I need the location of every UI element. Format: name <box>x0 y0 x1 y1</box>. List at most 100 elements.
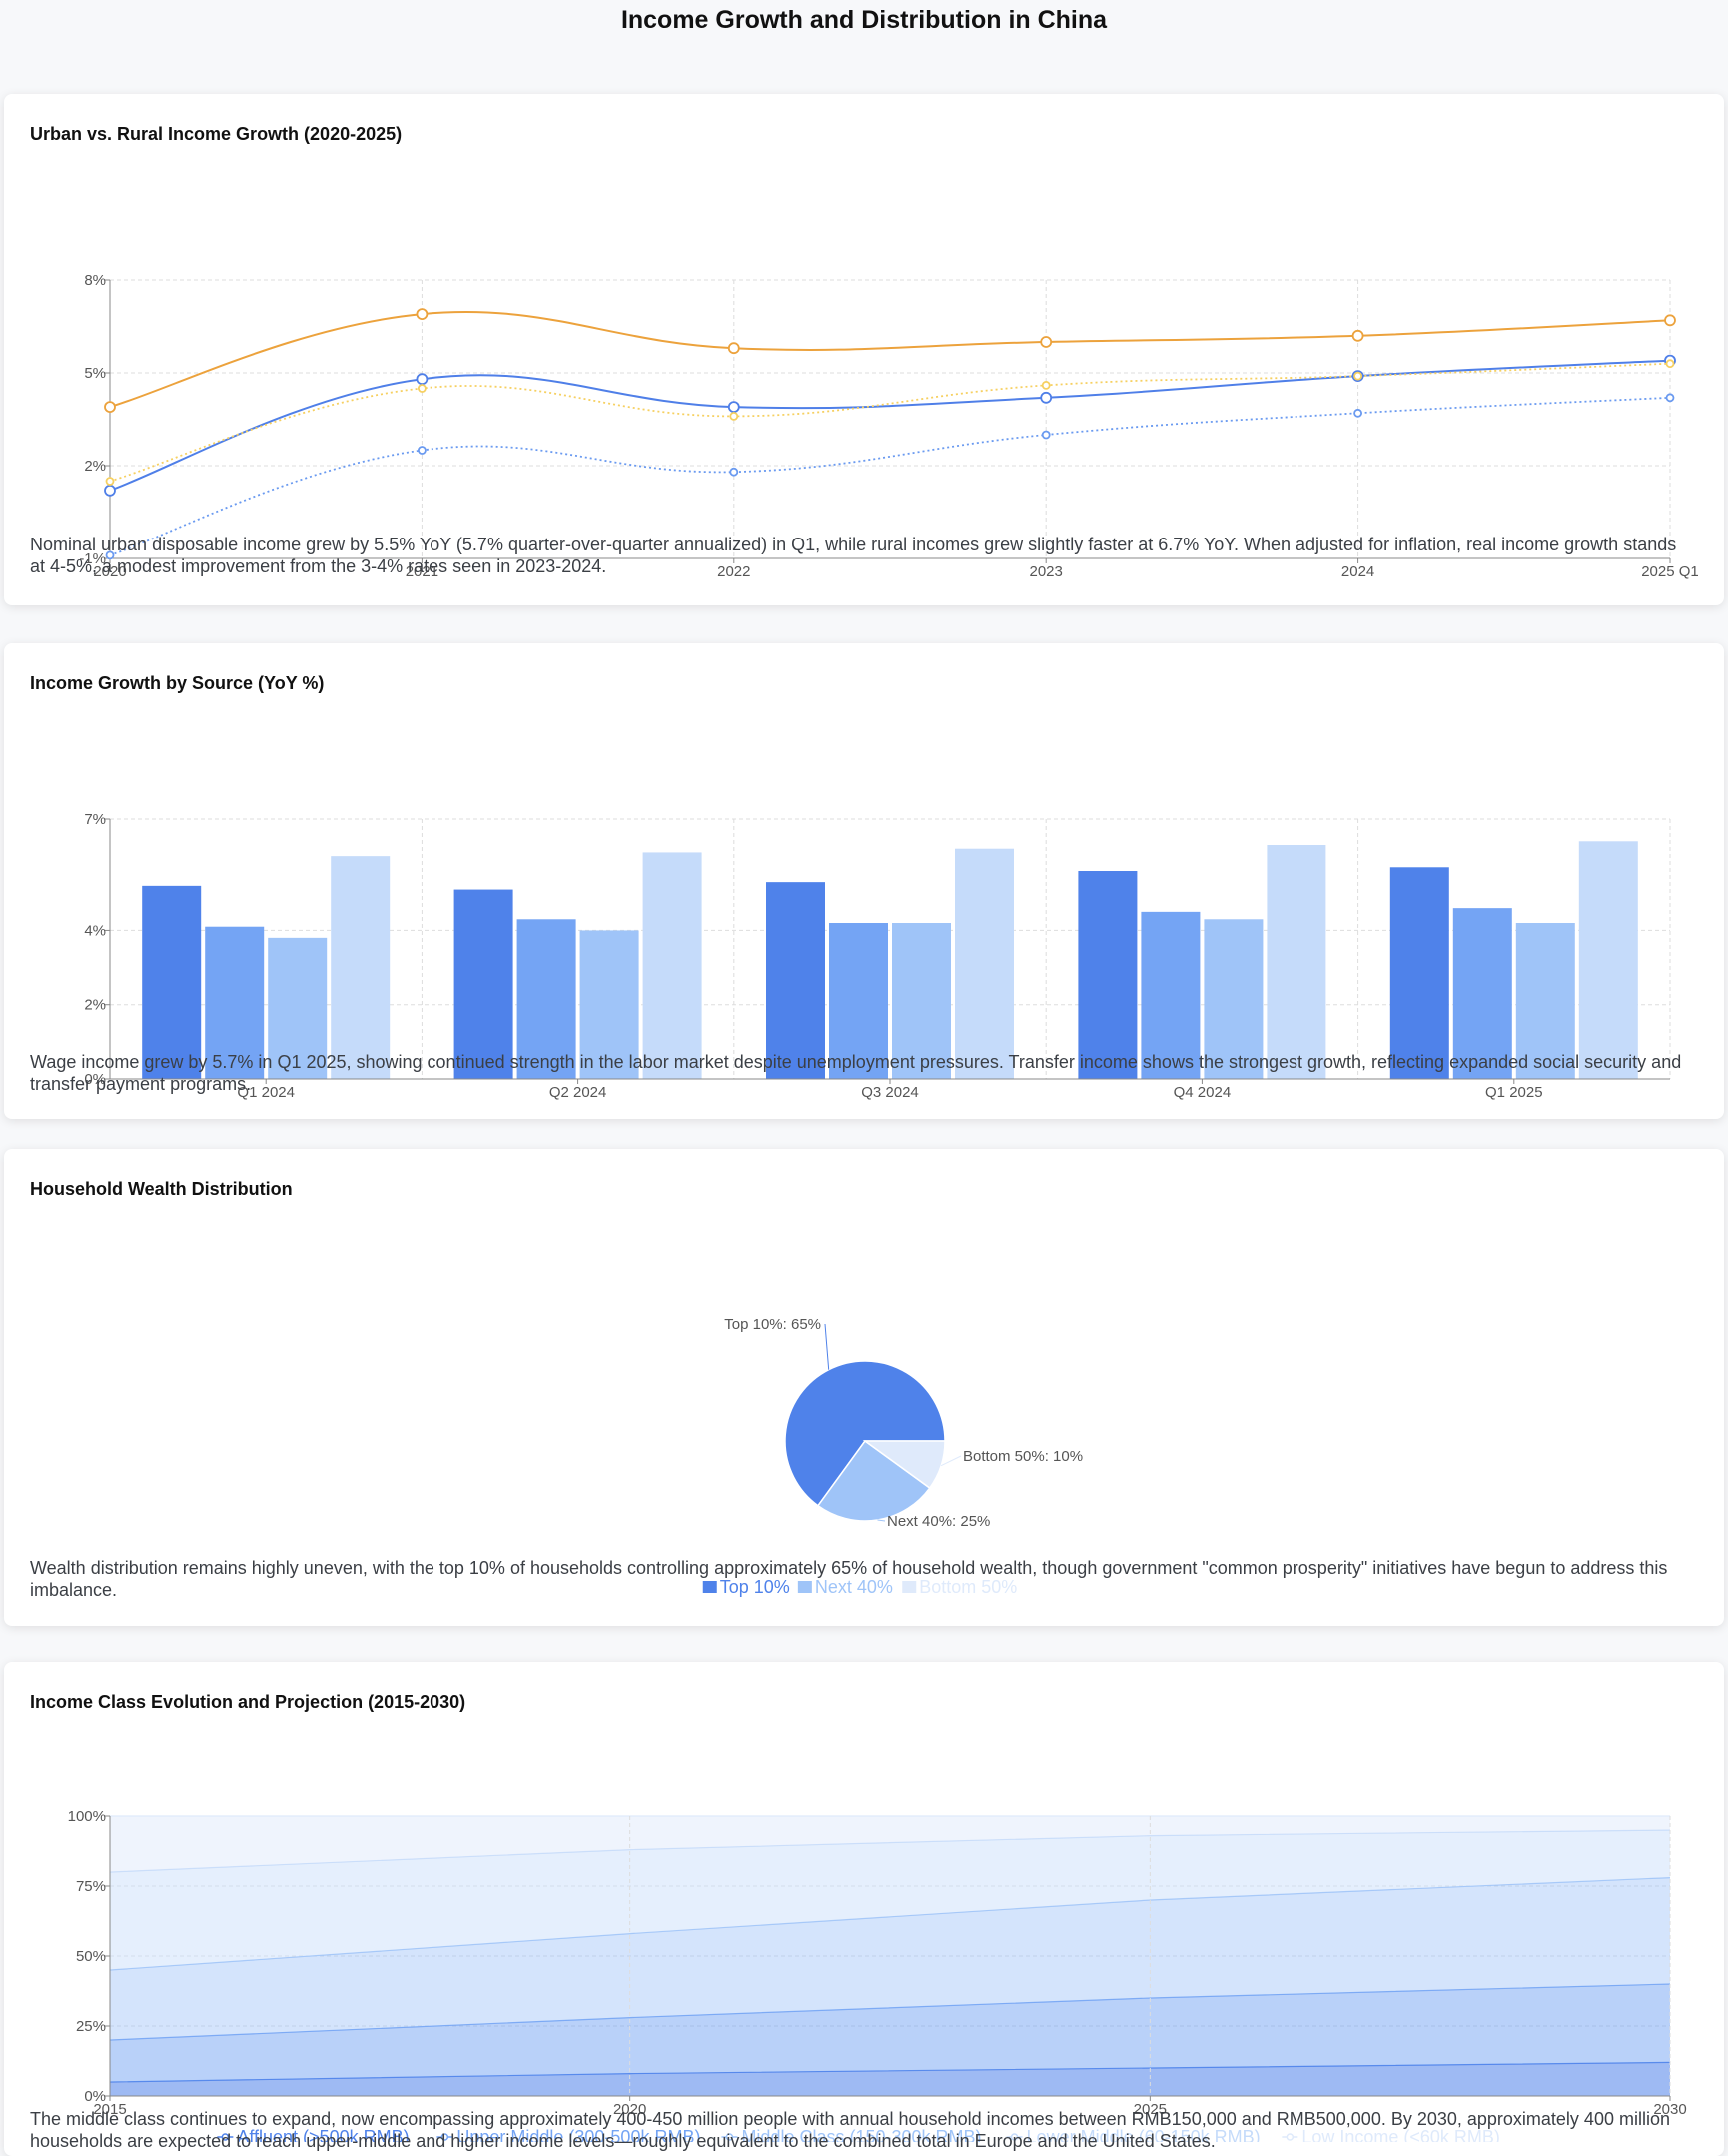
data-point <box>727 401 740 414</box>
data-point <box>727 342 740 355</box>
series-line-1 <box>109 359 1671 492</box>
y-tick-label: 25% <box>76 2018 106 2035</box>
pie-label: Top 10%: 65% <box>724 1316 821 1333</box>
pie-leader-line <box>940 1455 962 1467</box>
bar-wage-income <box>142 885 202 1079</box>
data-point <box>1040 391 1053 404</box>
wealth-pie-chart: Top 10%: 65% Next 40%: 25% Bottom 50%: 10%… <box>702 1316 1083 1597</box>
bar-transfer-income <box>1578 841 1638 1079</box>
legend-item-3[interactable]: Bottom 50% <box>902 1577 1017 1597</box>
legend-marker-dot <box>725 2133 734 2141</box>
legend-marker-dot <box>221 2133 230 2141</box>
data-point <box>1353 408 1362 418</box>
wealth-card: Household Wealth Distribution Top 10%: 6… <box>4 1149 1724 1626</box>
income-source-bar-chart: 0% 2% 4% 7% Q1 2024 Q2 2024 Q3 2024 Q4 2024 Q1 2… <box>84 811 1671 1101</box>
data-point <box>1351 329 1364 342</box>
wealth-title: Household Wealth Distribution <box>30 1179 293 1199</box>
legend-label: Affluent (>500k RMB) <box>237 2127 409 2142</box>
urban-rural-card: Urban vs. Rural Income Growth (2020-2025… <box>4 94 1724 605</box>
urban-rural-title: Urban vs. Rural Income Growth (2020-2025… <box>30 124 403 144</box>
legend-marker-dot <box>440 2133 449 2141</box>
income-source-card: Income Growth by Source (YoY %) 0% 2% 4% 7%… <box>4 643 1724 1119</box>
data-point <box>729 411 739 421</box>
legend-item-5[interactable]: Low Income (<60k RMB) <box>1282 2127 1500 2142</box>
series-line-2 <box>109 311 1671 409</box>
bar-business-income <box>1141 911 1201 1079</box>
data-point <box>105 477 115 486</box>
area-edge-3 <box>109 1877 1671 1971</box>
legend-label: Rural Real Growth <box>1104 591 1252 593</box>
legend-item-2[interactable]: Upper Middle (300-500k RMB) <box>436 2127 700 2142</box>
x-tick-label: 2030 <box>1653 2101 1686 2118</box>
pie-label: Bottom 50%: 10% <box>963 1448 1083 1465</box>
legend-item-4[interactable]: Lower Middle (60-150k RMB) <box>1006 2127 1261 2142</box>
income-class-area-chart: 0% 25% 50% 75% 100% 2015 2020 2025 2030 Affluent … <box>68 1808 1687 2142</box>
legend-item-1[interactable]: Urban Nominal Growth <box>452 591 655 593</box>
legend-label: Urban Real Growth <box>912 591 1066 593</box>
bar-property-income <box>268 937 328 1079</box>
data-point <box>1353 371 1362 381</box>
legend-item-3[interactable]: Middle Class (150-300k RMB) <box>721 2127 982 2142</box>
bar-wage-income <box>453 889 513 1079</box>
legend-label: Lower Middle (60-150k RMB) <box>1027 2127 1261 2142</box>
bar-wage-income <box>1078 871 1138 1079</box>
x-tick-label: 2022 <box>717 563 750 580</box>
bar-business-income <box>829 923 888 1079</box>
legend-item-1[interactable]: Affluent (>500k RMB) <box>217 2127 410 2142</box>
x-tick-label: Q3 2024 <box>861 1084 919 1101</box>
urban-rural-description: Nominal urban disposable income grew by … <box>30 535 1677 576</box>
wealth-description: Wealth distribution remains highly uneve… <box>30 1558 1668 1600</box>
area-1 <box>110 2062 1670 2096</box>
x-tick-label: 2020 <box>93 563 126 580</box>
data-point <box>1041 380 1051 390</box>
y-tick-label: 100% <box>68 1808 106 1825</box>
data-point <box>1665 393 1675 403</box>
legend-label: Bottom 50% <box>919 1577 1017 1597</box>
legend-marker-dot <box>1010 2133 1019 2141</box>
legend-label: Top 10% <box>720 1577 790 1597</box>
pie-slice-next-40- <box>816 1439 931 1522</box>
legend-item-2[interactable]: Next 40% <box>797 1577 893 1597</box>
x-tick-label: 2021 <box>406 563 438 580</box>
pie-slice-bottom-50- <box>862 1440 946 1490</box>
legend-label: Middle Class (150-300k RMB) <box>741 2127 981 2142</box>
y-tick-label: 50% <box>76 1948 106 1965</box>
y-tick-label: 0% <box>84 2088 106 2105</box>
x-tick-label: Q2 2024 <box>549 1084 607 1101</box>
legend-item-4[interactable]: Rural Real Growth <box>1084 591 1252 593</box>
income-class-title: Income Class Evolution and Projection (2… <box>30 1692 466 1712</box>
bar-property-income <box>1515 923 1575 1079</box>
x-tick-label: Q1 2024 <box>237 1084 295 1101</box>
legend-label: Upper Middle (300-500k RMB) <box>456 2127 700 2142</box>
legend-marker-dot <box>1286 2133 1295 2141</box>
legend-item-1[interactable]: Top 10% <box>702 1577 790 1597</box>
area-edge-2 <box>109 1983 1671 2041</box>
legend-swatch <box>902 1581 917 1593</box>
page-title: Income Growth and Distribution in China <box>620 6 1108 34</box>
legend-item-3[interactable]: Urban Real Growth <box>892 591 1066 593</box>
income-class-card: Income Class Evolution and Projection (2… <box>4 1662 1724 2156</box>
legend-label: Urban Nominal Growth <box>472 591 655 593</box>
income-source-title: Income Growth by Source (YoY %) <box>30 673 325 693</box>
data-point <box>105 550 115 560</box>
data-point <box>104 401 116 414</box>
y-tick-label: 8% <box>84 272 106 289</box>
y-tick-label: -1% <box>79 550 106 567</box>
income-source-description: Wage income grew by 5.7% in Q1 2025, sho… <box>30 1052 1682 1094</box>
legend-label: Next 40% <box>815 1577 893 1597</box>
bar-business-income <box>205 926 265 1079</box>
y-tick-label: 2% <box>84 997 106 1014</box>
y-tick-label: 75% <box>76 1878 106 1895</box>
legend-swatch <box>702 1581 717 1593</box>
bar-wage-income <box>1389 867 1449 1079</box>
bar-business-income <box>516 919 576 1079</box>
x-tick-label: 2025 <box>1134 2101 1167 2118</box>
x-tick-label: 2024 <box>1341 563 1374 580</box>
legend-swatch <box>797 1581 812 1593</box>
area-4 <box>110 1830 1670 1970</box>
data-point <box>729 467 739 477</box>
area-2 <box>110 1984 1670 2082</box>
legend-item-2[interactable]: Rural Nominal Growth <box>672 591 869 593</box>
series-line-3 <box>109 396 1671 556</box>
income-class-description: The middle class continues to expand, no… <box>30 2109 1670 2151</box>
